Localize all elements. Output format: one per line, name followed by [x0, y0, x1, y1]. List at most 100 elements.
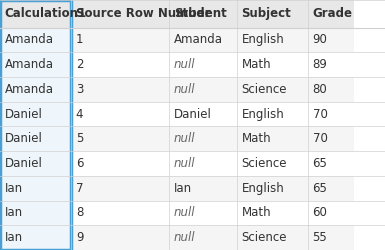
FancyBboxPatch shape [71, 126, 169, 151]
FancyBboxPatch shape [169, 102, 237, 126]
FancyBboxPatch shape [237, 225, 308, 250]
FancyBboxPatch shape [71, 151, 169, 176]
FancyBboxPatch shape [0, 0, 71, 28]
Text: Subject: Subject [241, 7, 291, 20]
FancyBboxPatch shape [308, 126, 354, 151]
Text: 65: 65 [313, 182, 328, 195]
FancyBboxPatch shape [71, 200, 169, 225]
Text: Science: Science [241, 157, 287, 170]
Text: English: English [241, 33, 284, 46]
Text: Ian: Ian [174, 182, 192, 195]
FancyBboxPatch shape [308, 200, 354, 225]
Text: Source Row Number: Source Row Number [76, 7, 210, 20]
FancyBboxPatch shape [0, 151, 71, 176]
FancyBboxPatch shape [71, 77, 169, 102]
Text: 7: 7 [76, 182, 83, 195]
FancyBboxPatch shape [237, 52, 308, 77]
Text: 89: 89 [313, 58, 328, 71]
FancyBboxPatch shape [0, 77, 71, 102]
Text: Calculation1: Calculation1 [5, 7, 87, 20]
Text: 65: 65 [313, 157, 328, 170]
FancyBboxPatch shape [308, 225, 354, 250]
Text: Amanda: Amanda [5, 58, 54, 71]
Text: null: null [174, 58, 196, 71]
Text: English: English [241, 182, 284, 195]
FancyBboxPatch shape [0, 102, 71, 126]
FancyBboxPatch shape [308, 176, 354, 201]
FancyBboxPatch shape [71, 28, 169, 52]
FancyBboxPatch shape [308, 52, 354, 77]
FancyBboxPatch shape [237, 0, 308, 28]
Text: 70: 70 [313, 132, 328, 145]
FancyBboxPatch shape [71, 102, 169, 126]
FancyBboxPatch shape [237, 151, 308, 176]
Text: Daniel: Daniel [5, 132, 42, 145]
FancyBboxPatch shape [237, 126, 308, 151]
Text: English: English [241, 108, 284, 120]
Text: 70: 70 [313, 108, 328, 120]
Text: 60: 60 [313, 206, 328, 220]
FancyBboxPatch shape [169, 176, 237, 201]
Text: null: null [174, 206, 196, 220]
Text: Math: Math [241, 132, 271, 145]
FancyBboxPatch shape [169, 0, 237, 28]
Text: Daniel: Daniel [5, 108, 42, 120]
Text: 1: 1 [76, 33, 83, 46]
FancyBboxPatch shape [237, 28, 308, 52]
FancyBboxPatch shape [237, 102, 308, 126]
FancyBboxPatch shape [0, 52, 71, 77]
FancyBboxPatch shape [169, 225, 237, 250]
Text: null: null [174, 132, 196, 145]
FancyBboxPatch shape [308, 0, 354, 28]
FancyBboxPatch shape [169, 126, 237, 151]
FancyBboxPatch shape [71, 0, 169, 28]
Text: 55: 55 [313, 231, 327, 244]
Text: 8: 8 [76, 206, 83, 220]
Text: Amanda: Amanda [5, 33, 54, 46]
FancyBboxPatch shape [169, 28, 237, 52]
FancyBboxPatch shape [308, 151, 354, 176]
Text: 4: 4 [76, 108, 83, 120]
Text: null: null [174, 83, 196, 96]
FancyBboxPatch shape [237, 77, 308, 102]
FancyBboxPatch shape [71, 176, 169, 201]
FancyBboxPatch shape [0, 126, 71, 151]
Text: Math: Math [241, 206, 271, 220]
Text: 2: 2 [76, 58, 83, 71]
Text: Math: Math [241, 58, 271, 71]
FancyBboxPatch shape [308, 102, 354, 126]
FancyBboxPatch shape [308, 28, 354, 52]
Text: 90: 90 [313, 33, 328, 46]
FancyBboxPatch shape [169, 151, 237, 176]
Text: Ian: Ian [5, 206, 23, 220]
FancyBboxPatch shape [0, 28, 71, 52]
FancyBboxPatch shape [71, 52, 169, 77]
Text: 5: 5 [76, 132, 83, 145]
FancyBboxPatch shape [169, 200, 237, 225]
Text: null: null [174, 231, 196, 244]
FancyBboxPatch shape [0, 200, 71, 225]
FancyBboxPatch shape [169, 52, 237, 77]
FancyBboxPatch shape [71, 225, 169, 250]
FancyBboxPatch shape [0, 225, 71, 250]
Text: 3: 3 [76, 83, 83, 96]
Text: Science: Science [241, 231, 287, 244]
Text: Daniel: Daniel [5, 157, 42, 170]
FancyBboxPatch shape [308, 77, 354, 102]
Text: Amanda: Amanda [5, 83, 54, 96]
Text: 6: 6 [76, 157, 83, 170]
FancyBboxPatch shape [0, 176, 71, 201]
FancyBboxPatch shape [237, 200, 308, 225]
Text: Science: Science [241, 83, 287, 96]
Text: null: null [174, 157, 196, 170]
Text: Daniel: Daniel [174, 108, 212, 120]
Text: Ian: Ian [5, 231, 23, 244]
Text: Grade: Grade [313, 7, 353, 20]
FancyBboxPatch shape [169, 77, 237, 102]
Text: Student: Student [174, 7, 227, 20]
Text: Amanda: Amanda [174, 33, 223, 46]
Text: 80: 80 [313, 83, 327, 96]
FancyBboxPatch shape [237, 176, 308, 201]
Text: 9: 9 [76, 231, 83, 244]
Text: Ian: Ian [5, 182, 23, 195]
